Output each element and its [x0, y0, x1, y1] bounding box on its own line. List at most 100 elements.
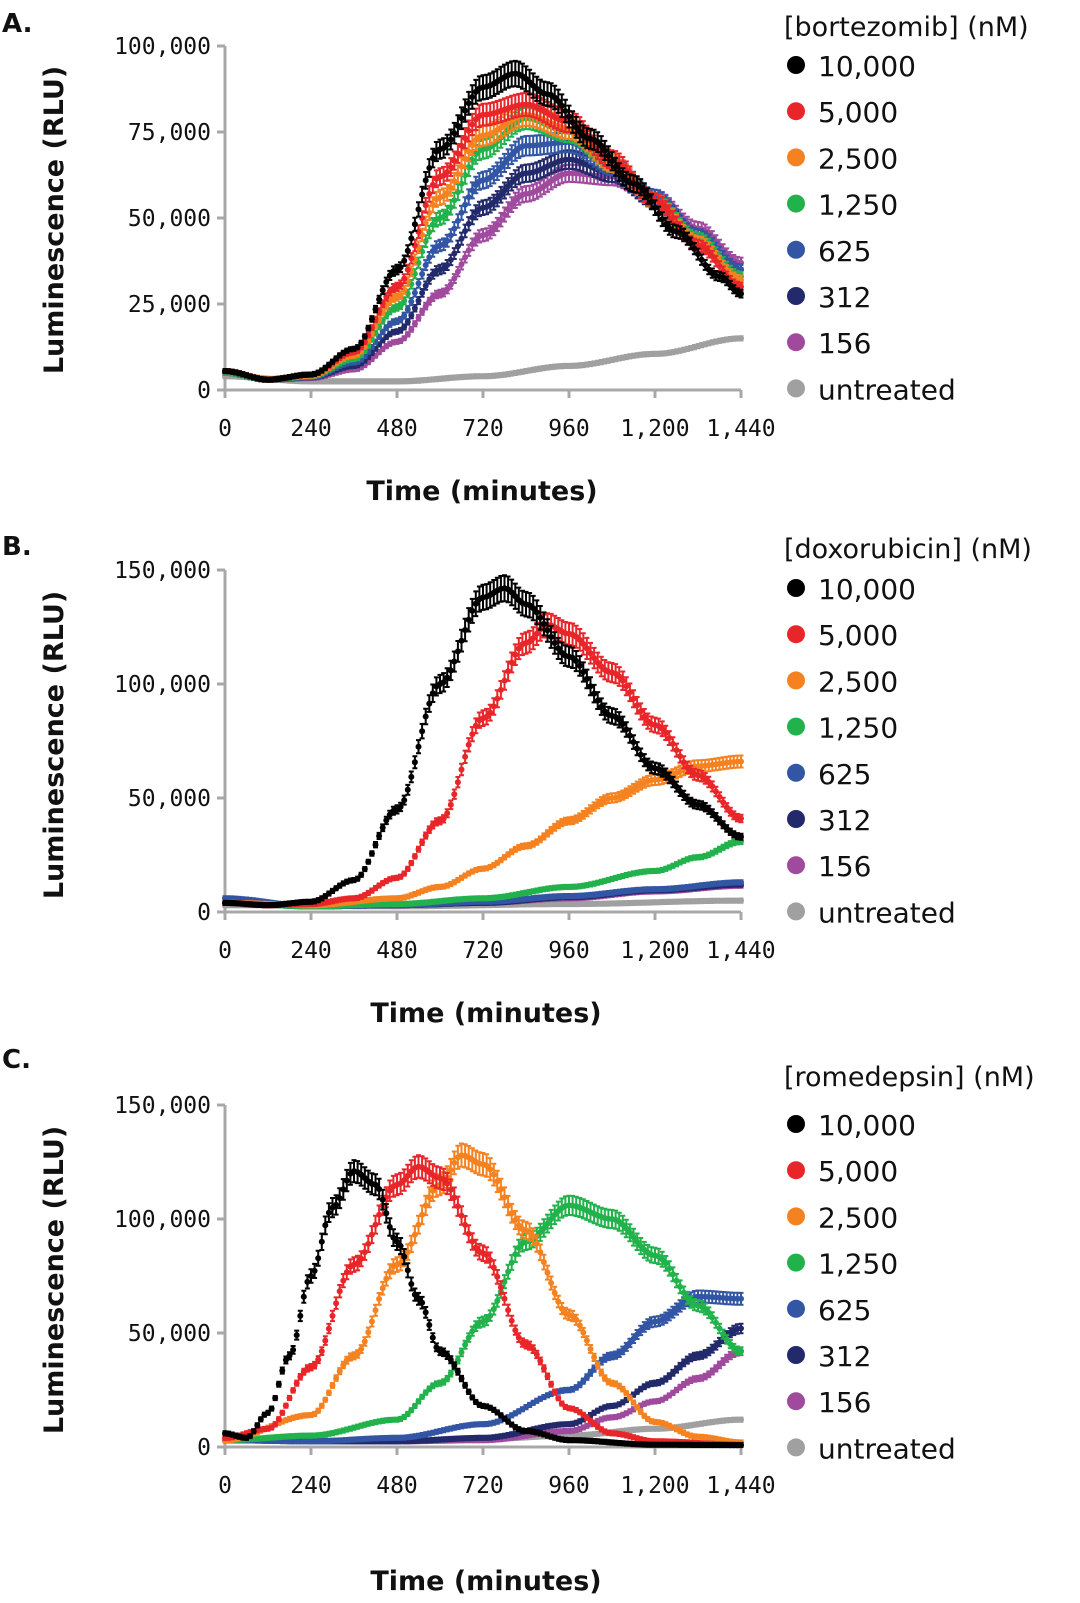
panel-b-point-5000 [709, 783, 716, 790]
panel-b-error-bars-5000 [222, 612, 744, 909]
panel-a-point-10000 [458, 115, 465, 122]
panel-b-point-10000 [469, 607, 476, 614]
panel-c-point-5000 [376, 1211, 383, 1218]
panel-b-point-5000 [533, 630, 540, 637]
panel-c-point-1250 [662, 1260, 669, 1267]
panel-a-point-10000 [444, 141, 451, 148]
panel-b-point-10000 [447, 667, 454, 674]
panel-b-point-5000 [447, 801, 454, 808]
panel-a-point-1250 [444, 209, 451, 216]
panel-b-series-1250 [222, 837, 744, 910]
panel-c-point-5000 [325, 1325, 332, 1332]
panel-b-x-tick-label: 480 [376, 938, 418, 964]
panel-c-point-10000 [282, 1357, 289, 1363]
panel-b-x-tick-label: 0 [218, 938, 232, 964]
panel-c-point-312 [738, 1325, 744, 1332]
panel-b-point-10000 [462, 627, 469, 633]
panel-a-point-10000 [354, 344, 361, 351]
panel-a-point-10000 [415, 206, 422, 213]
panel-a-point-5000 [458, 142, 465, 149]
panel-b-point-5000 [422, 832, 429, 839]
panel-c-point-2500 [637, 1408, 644, 1415]
panel-a-point-10000 [641, 188, 648, 195]
panel-a-error-bars-2500 [222, 102, 744, 383]
panel-c-point-10000 [272, 1395, 279, 1401]
panel-b-point-5000 [641, 713, 648, 720]
panel-b-point-10000 [594, 697, 601, 704]
panel-b-point-5000 [576, 636, 583, 643]
panel-c-point-10000 [265, 1409, 271, 1416]
panel-b-legend-swatch [787, 856, 805, 875]
panel-c-point-10000 [738, 1442, 744, 1449]
panel-b-point-5000 [684, 764, 691, 771]
panel-c-x-tick-label: 720 [462, 1473, 504, 1499]
panel-b-point-10000 [669, 779, 676, 786]
panel-a-point-2500 [462, 155, 469, 162]
panel-b-point-5000 [716, 793, 723, 800]
panel-c-legend-label: 10,000 [818, 1109, 916, 1142]
panel-a-legend-swatch [787, 56, 805, 74]
panel-c-point-1250 [508, 1259, 515, 1266]
panel-a-point-156 [451, 275, 458, 282]
panel-b-point-10000 [634, 745, 641, 752]
panel-c-point-2500 [544, 1269, 551, 1276]
panel-a-point-625 [397, 316, 404, 323]
panel-c-point-5000 [533, 1351, 540, 1358]
panel-a-point-10000 [469, 94, 476, 100]
panel-a-point-10000 [465, 100, 472, 107]
panel-b-point-10000 [591, 690, 598, 697]
panel-c-point-10000 [254, 1422, 261, 1429]
panel-c-point-1250 [551, 1211, 558, 1218]
panel-c-point-2500 [429, 1187, 436, 1194]
panel-a-point-5000 [422, 202, 429, 209]
panel-c-point-2500 [415, 1221, 422, 1228]
panel-c-point-1250 [705, 1309, 712, 1316]
panel-c-point-2500 [490, 1171, 497, 1178]
panel-a-point-156 [454, 268, 461, 275]
panel-a-point-10000 [361, 333, 368, 340]
panel-b-point-10000 [537, 614, 544, 621]
panel-a-point-10000 [358, 339, 365, 346]
panel-c-legend-swatch [787, 1299, 805, 1318]
panel-c-point-1250 [623, 1225, 630, 1232]
panel-c-point-10000 [300, 1293, 307, 1300]
panel-a-point-2500 [447, 184, 454, 191]
panel-a-point-2500 [454, 171, 461, 178]
panel-b-legend-swatch [787, 810, 805, 828]
panel-a-point-312 [462, 228, 469, 234]
panel-a-point-312 [497, 191, 504, 198]
panel-a-point-312 [469, 214, 476, 221]
panel-c-point-5000 [329, 1312, 336, 1319]
panel-b-point-5000 [451, 791, 458, 798]
panel-c-point-2500 [487, 1166, 494, 1173]
panel-c-point-2500 [583, 1337, 590, 1344]
panel-c-point-5000 [447, 1186, 454, 1193]
panel-c-point-1250 [544, 1220, 551, 1227]
panel-c-point-1250 [512, 1251, 519, 1258]
panel-c-point-5000 [318, 1348, 325, 1355]
panel-a-x-tick-label: 720 [462, 416, 504, 442]
panel-c-point-10000 [311, 1267, 318, 1274]
panel-a-point-10000 [451, 130, 458, 137]
panel-c-legend-swatch [787, 1115, 805, 1133]
panel-b-point-10000 [548, 633, 555, 640]
panel-a-point-10000 [401, 257, 408, 264]
panel-a-point-625 [451, 225, 458, 232]
panel-a-legend: 10,000 5,000 2,500 1,250 625 312 156 untreated [787, 50, 956, 406]
panel-a-point-312 [401, 323, 408, 330]
panel-c-point-1250 [634, 1238, 641, 1245]
panel-a-point-156 [508, 201, 515, 208]
panel-c-point-2500 [630, 1399, 637, 1406]
panel-a-point-5000 [662, 204, 669, 211]
panel-c-y-tick-label: 100,000 [114, 1207, 211, 1233]
panel-b-point-5000 [723, 804, 730, 811]
panel-c-legend-swatch [787, 1346, 805, 1364]
panel-c-point-5000 [401, 1177, 408, 1184]
panel-c-point-5000 [487, 1257, 494, 1263]
panel-c-legend-label: 156 [818, 1386, 871, 1419]
panel-a-point-10000 [376, 296, 383, 303]
panel-c-point-1250 [723, 1336, 730, 1343]
panel-c-point-2500 [315, 1407, 322, 1414]
panel-c-point-2500 [551, 1289, 558, 1296]
panel-b-point-10000 [626, 732, 633, 739]
